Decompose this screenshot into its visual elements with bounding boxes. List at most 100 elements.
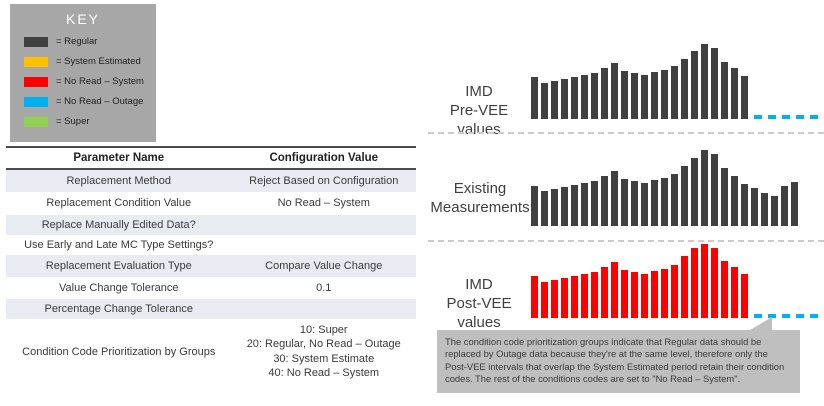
bar: [721, 168, 728, 226]
bar: [611, 63, 618, 119]
table-row: Replacement Evaluation Type Compare Valu…: [6, 254, 416, 277]
callout-text: The condition code prioritization groups…: [445, 336, 785, 385]
bar: [551, 280, 558, 318]
bar: [701, 244, 708, 318]
bar: [601, 267, 608, 318]
parameter-table: Parameter Name Configuration Value Repla…: [6, 146, 416, 384]
bar: [711, 154, 718, 226]
outage-dash: [782, 314, 790, 318]
table-row: Replace Manually Edited Data?: [6, 214, 417, 235]
bar: [681, 59, 688, 119]
bar: [761, 193, 768, 226]
post-vee-chart: [531, 244, 818, 318]
bar: [671, 265, 678, 318]
existing-measurements-chart-label: Existing Measurements: [430, 180, 530, 216]
bar: [541, 282, 548, 318]
pre-vee-chart: [531, 39, 818, 119]
configuration-value-cell: [232, 215, 417, 235]
legend-swatch-super: [24, 116, 48, 127]
pre-vee-chart-label: IMD Pre-VEE values: [449, 83, 509, 138]
bar: [731, 176, 738, 226]
bar: [671, 66, 678, 119]
bar: [571, 276, 578, 318]
bar: [551, 81, 558, 119]
parameter-name-cell: Value Change Tolerance: [59, 282, 179, 295]
bar: [561, 278, 568, 318]
configuration-value-cell: [232, 299, 417, 319]
bar: [641, 75, 648, 119]
bar: [681, 256, 688, 318]
bar: [691, 158, 698, 226]
outage-dash: [754, 314, 762, 318]
bar: [791, 182, 798, 226]
bar: [561, 187, 568, 226]
outage-dash: [810, 115, 818, 119]
bar: [631, 272, 638, 318]
bar: [581, 75, 588, 119]
legend-item: = No Read – Outage: [24, 96, 156, 107]
bar: [711, 48, 718, 119]
bar: [541, 83, 548, 119]
bar: [551, 189, 558, 226]
legend-item: = System Estimated: [24, 56, 156, 67]
bar: [701, 44, 708, 119]
bar: [601, 176, 608, 226]
bar: [701, 150, 708, 226]
legend-swatch-no-read-system: [24, 76, 48, 87]
bar: [621, 71, 628, 119]
bar: [561, 79, 568, 119]
bar: [571, 77, 578, 119]
bar: [541, 191, 548, 226]
bar: [531, 186, 538, 226]
parameter-name-cell: Condition Code Prioritization by Groups: [22, 345, 216, 358]
table-row: Percentage Change Tolerance: [6, 299, 417, 320]
bar: [571, 185, 578, 226]
bar: [731, 68, 738, 119]
bar: [601, 68, 608, 119]
bar: [631, 73, 638, 119]
configuration-value-cell: No Read – System: [277, 197, 370, 210]
configuration-value-cell: 0.1: [316, 281, 332, 294]
bar: [631, 181, 638, 226]
bar: [661, 178, 668, 226]
configuration-value-cell: 10: Super 20: Regular, No Read – Outage …: [246, 324, 401, 380]
outage-dash: [782, 115, 790, 119]
configuration-value-cell: [232, 235, 417, 255]
bar: [651, 271, 658, 318]
bar: [581, 274, 588, 318]
table-row: Replacement Condition Value No Read – Sy…: [6, 192, 416, 214]
parameter-name-cell: Replace Manually Edited Data?: [41, 218, 196, 231]
bar: [691, 248, 698, 318]
parameter-name-cell: Use Early and Late MC Type Settings?: [24, 238, 214, 251]
bar: [611, 171, 618, 226]
parameter-name-cell: Replacement Condition Value: [46, 197, 192, 210]
bar: [591, 272, 598, 318]
legend-label-regular: = Regular: [56, 36, 98, 47]
parameter-name-cell: Replacement Method: [66, 175, 172, 188]
bar: [691, 51, 698, 119]
bar: [531, 77, 538, 119]
post-vee-chart-label: IMD Post-VEE values: [446, 276, 512, 331]
parameter-name-cell: Replacement Evaluation Type: [45, 259, 192, 272]
table-row: Use Early and Late MC Type Settings?: [6, 235, 416, 255]
bar: [661, 269, 668, 318]
legend-swatch-regular: [24, 36, 48, 47]
callout-note: The condition code prioritization groups…: [437, 317, 800, 393]
bar: [591, 73, 598, 119]
bar: [721, 261, 728, 318]
outage-dash: [768, 115, 776, 119]
bar: [651, 180, 658, 226]
table-row: Value Change Tolerance 0.1: [6, 277, 416, 299]
outage-dash: [810, 314, 818, 318]
legend-key: KEY = Regular = System Estimated = No Re…: [10, 4, 156, 142]
bar: [531, 276, 538, 318]
bar: [741, 76, 748, 119]
bar: [641, 183, 648, 226]
legend-item: = Super: [24, 116, 156, 127]
legend-label-no-read-outage: = No Read – Outage: [56, 96, 144, 107]
bar: [581, 183, 588, 226]
legend-title: KEY: [65, 11, 100, 27]
legend-label-system-estimated: = System Estimated: [56, 56, 141, 67]
existing-measurements-chart: [531, 148, 798, 226]
bar: [771, 196, 778, 226]
